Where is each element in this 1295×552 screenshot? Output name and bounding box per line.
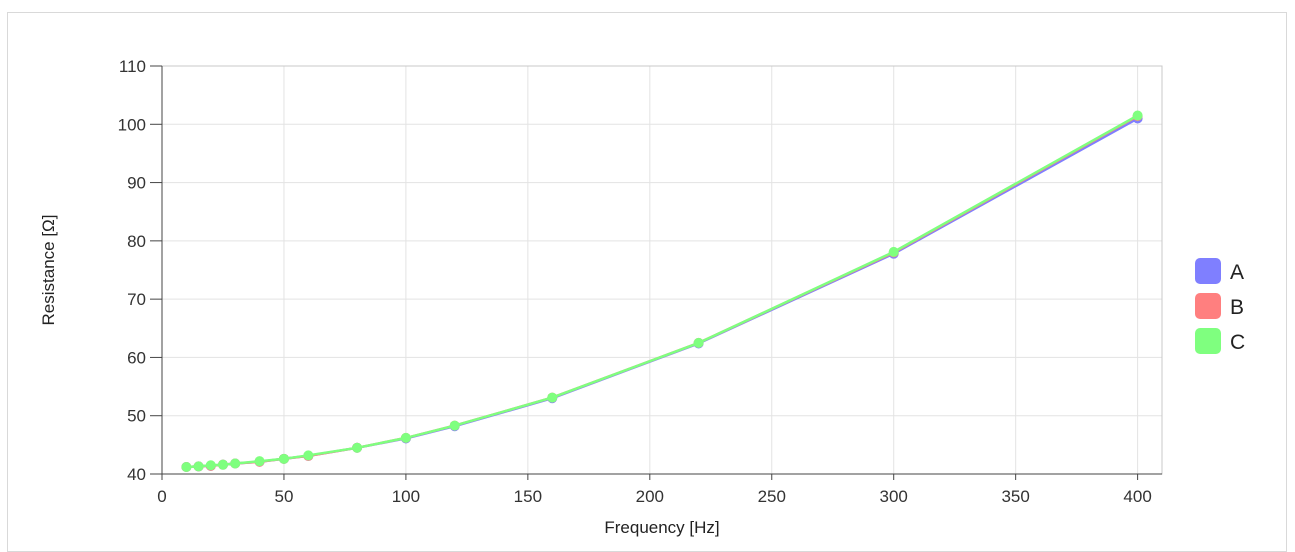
y-tick-label: 60 xyxy=(127,348,146,367)
data-point-C xyxy=(547,392,558,403)
legend-swatch-C xyxy=(1195,328,1221,354)
data-point-C xyxy=(303,450,314,461)
legend-swatch-B xyxy=(1195,293,1221,319)
series-line-A xyxy=(186,117,1139,469)
x-tick-label: 300 xyxy=(880,487,908,506)
x-axis-title: Frequency [Hz] xyxy=(604,518,719,537)
legend-swatch-A xyxy=(1195,258,1221,284)
y-tick-label: 100 xyxy=(118,115,146,134)
data-point-C xyxy=(217,459,228,470)
axes: 0 50 100 150 200 250 300 350 400 40 50 60 70 80 90 100 1… xyxy=(118,57,1162,506)
legend-label-A: A xyxy=(1230,261,1244,284)
x-tick-label: 200 xyxy=(636,487,664,506)
x-tick-label: 250 xyxy=(758,487,786,506)
plot-frame xyxy=(161,65,1163,475)
data-point-C xyxy=(278,453,289,464)
y-tick-label: 50 xyxy=(127,407,146,426)
data-point-C xyxy=(449,420,460,431)
x-tick-label: 100 xyxy=(392,487,420,506)
series-A xyxy=(181,113,1143,473)
series-line-B xyxy=(186,115,1139,469)
data-point-C xyxy=(352,442,363,453)
data-point-C xyxy=(181,462,192,473)
legend-item-B: B xyxy=(1195,293,1244,319)
legend-item-C: C xyxy=(1195,328,1245,354)
y-axis-title: Resistance [Ω] xyxy=(39,215,58,326)
series xyxy=(181,110,1143,473)
x-tick-label: 50 xyxy=(274,487,293,506)
x-tick-label: 350 xyxy=(1001,487,1029,506)
y-tick-label: 70 xyxy=(127,290,146,309)
y-tick-label: 110 xyxy=(119,57,146,76)
series-line-C xyxy=(186,114,1139,469)
y-tick-label: 80 xyxy=(127,232,146,251)
x-tick-label: 0 xyxy=(157,487,166,506)
data-point-C xyxy=(205,460,216,471)
legend: ABC xyxy=(1195,258,1245,354)
y-tick-label: 40 xyxy=(127,465,146,484)
legend-label-B: B xyxy=(1230,296,1244,319)
data-point-C xyxy=(230,458,241,469)
data-point-C xyxy=(193,461,204,472)
data-point-C xyxy=(254,456,265,467)
data-point-C xyxy=(693,337,704,348)
legend-item-A: A xyxy=(1195,258,1244,284)
x-tick-label: 400 xyxy=(1123,487,1151,506)
data-point-C xyxy=(1132,110,1143,121)
grid xyxy=(161,65,1162,475)
data-point-C xyxy=(400,432,411,443)
y-tick-label: 90 xyxy=(127,174,146,193)
x-tick-label: 150 xyxy=(514,487,542,506)
legend-label-C: C xyxy=(1230,331,1245,354)
series-C xyxy=(181,110,1143,473)
data-point-C xyxy=(888,246,899,257)
series-B xyxy=(181,111,1143,473)
